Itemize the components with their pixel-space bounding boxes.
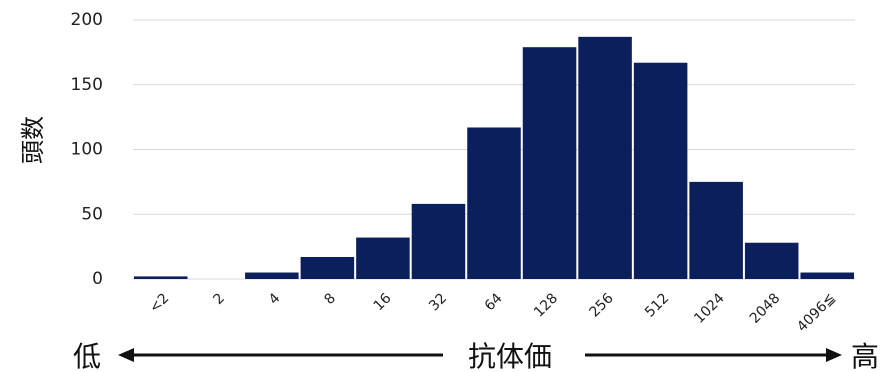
x-tick-label: 256 <box>587 290 617 320</box>
y-axis-label: 頭数 <box>19 116 47 164</box>
x-tick-label: 2048 <box>747 290 784 327</box>
x-tick-label: <2 <box>147 290 173 316</box>
left-arrow-head <box>118 348 134 362</box>
x-tick-label: 4 <box>266 290 284 308</box>
bar <box>467 127 521 279</box>
bars <box>134 36 854 280</box>
x-high-label: 高 <box>851 340 879 372</box>
x-axis-label: 抗体価 <box>468 340 552 372</box>
x-tick-label: 2 <box>210 290 228 308</box>
x-low-label: 低 <box>73 340 101 372</box>
bar <box>356 237 410 279</box>
y-tick-label: 50 <box>81 204 103 224</box>
bar <box>689 181 743 279</box>
x-tick-label: 1024 <box>691 290 728 327</box>
bar <box>800 272 854 279</box>
x-tick-labels: <2 2 4 8 16 32 64 128 256 512 1024 2048 4096≦ <box>147 290 839 335</box>
x-tick-label: 4096≦ <box>794 290 839 335</box>
bar <box>134 276 188 279</box>
bar <box>633 62 688 279</box>
bar <box>522 47 577 279</box>
y-tick-label: 150 <box>71 75 103 95</box>
bar <box>245 272 299 279</box>
bar <box>300 256 355 279</box>
y-tick-label: 200 <box>71 10 103 30</box>
x-tick-label: 128 <box>531 290 561 320</box>
y-tick-labels: 0 50 100 150 200 <box>71 10 103 289</box>
x-tick-label: 64 <box>482 290 506 314</box>
bar <box>578 36 632 280</box>
bar <box>411 203 466 279</box>
right-arrow-head <box>826 348 842 362</box>
y-tick-label: 100 <box>71 140 103 160</box>
x-tick-label: 512 <box>642 290 672 320</box>
x-tick-label: 32 <box>426 290 450 314</box>
bar <box>744 242 799 279</box>
x-tick-label: 16 <box>371 290 395 314</box>
y-tick-label: 0 <box>92 269 103 289</box>
x-tick-label: 8 <box>321 290 339 308</box>
